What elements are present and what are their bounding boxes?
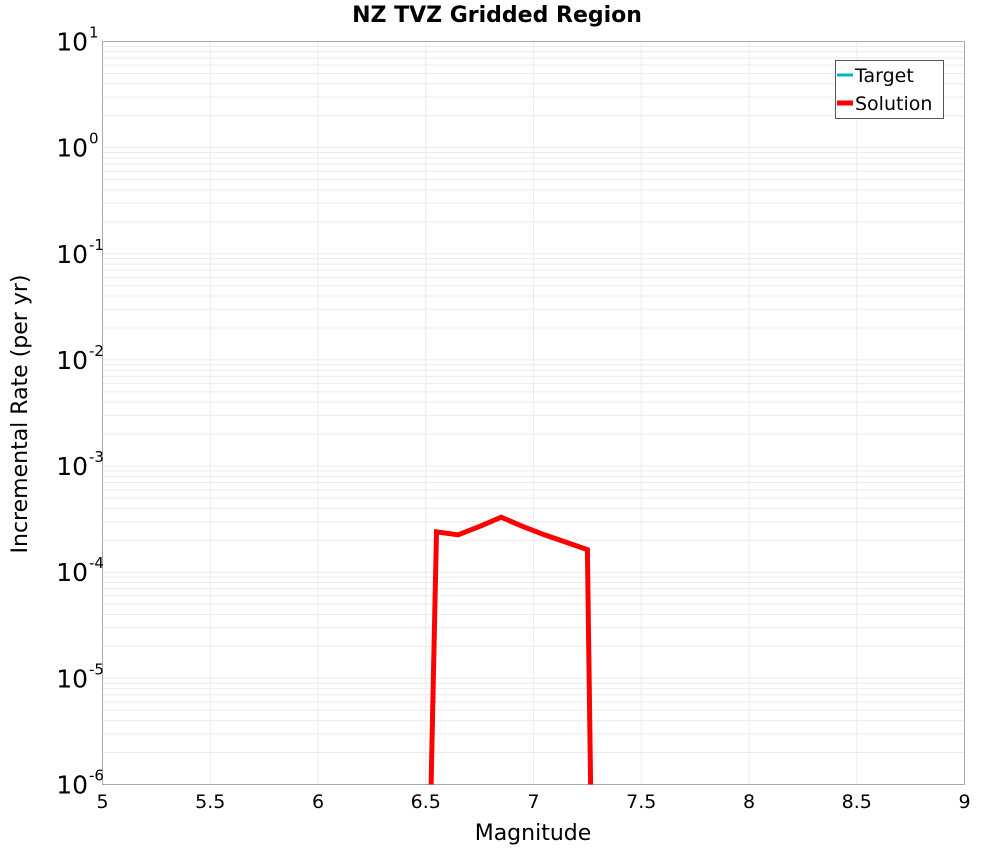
x-tick-label: 6 [312, 791, 324, 813]
y-tick-label: 10 -2 [56, 342, 104, 375]
svg-text:10: 10 [56, 558, 88, 587]
legend-solution-label: Solution [855, 93, 932, 115]
series-solution-line [428, 514, 594, 785]
svg-text:10: 10 [56, 771, 88, 800]
svg-text:10: 10 [56, 28, 88, 57]
svg-text:-5: -5 [89, 660, 104, 678]
y-tick-label: 10 -1 [56, 236, 104, 269]
legend-box [835, 60, 944, 119]
x-tick-label: 5.5 [195, 791, 225, 813]
y-tick-label: 10 -6 [56, 767, 104, 800]
x-tick-label: 8 [743, 791, 755, 813]
svg-text:0: 0 [89, 130, 99, 148]
x-tick-label: 7.5 [626, 791, 656, 813]
y-tick-label: 10 1 [56, 24, 98, 57]
x-tick-label: 5 [96, 791, 108, 813]
y-tick-label: 10 -3 [56, 448, 104, 481]
svg-text:-2: -2 [89, 342, 104, 360]
series-lines [428, 514, 594, 785]
x-axis-label: Magnitude [475, 821, 592, 846]
svg-text:10: 10 [56, 452, 88, 481]
legend-target-label: Target [854, 65, 914, 87]
svg-text:1: 1 [89, 24, 99, 42]
svg-text:10: 10 [56, 240, 88, 269]
plot-frame [102, 41, 965, 785]
svg-text:10: 10 [56, 346, 88, 375]
y-axis-label: Incremental Rate (per yr) [8, 275, 33, 554]
svg-text:-3: -3 [89, 448, 104, 466]
legend: Target Solution [835, 60, 944, 119]
y-tick-label: 10 -4 [56, 554, 104, 587]
svg-text:10: 10 [56, 134, 88, 163]
svg-text:10: 10 [56, 664, 88, 693]
chart-title: NZ TVZ Gridded Region [352, 3, 642, 28]
y-tick-label: 10 0 [56, 130, 98, 163]
grid-lines [102, 41, 965, 785]
x-tick-label: 8.5 [842, 791, 872, 813]
x-tick-label: 9 [958, 791, 970, 813]
y-tick-label: 10 -5 [56, 660, 104, 693]
svg-text:-6: -6 [89, 767, 104, 785]
svg-text:-4: -4 [89, 554, 104, 572]
x-tick-label: 7 [527, 791, 539, 813]
x-tick-label: 6.5 [411, 791, 441, 813]
x-axis-ticks: 5 5.5 6 6.5 7 7.5 8 8.5 9 [96, 791, 970, 813]
svg-text:-1: -1 [89, 236, 104, 254]
